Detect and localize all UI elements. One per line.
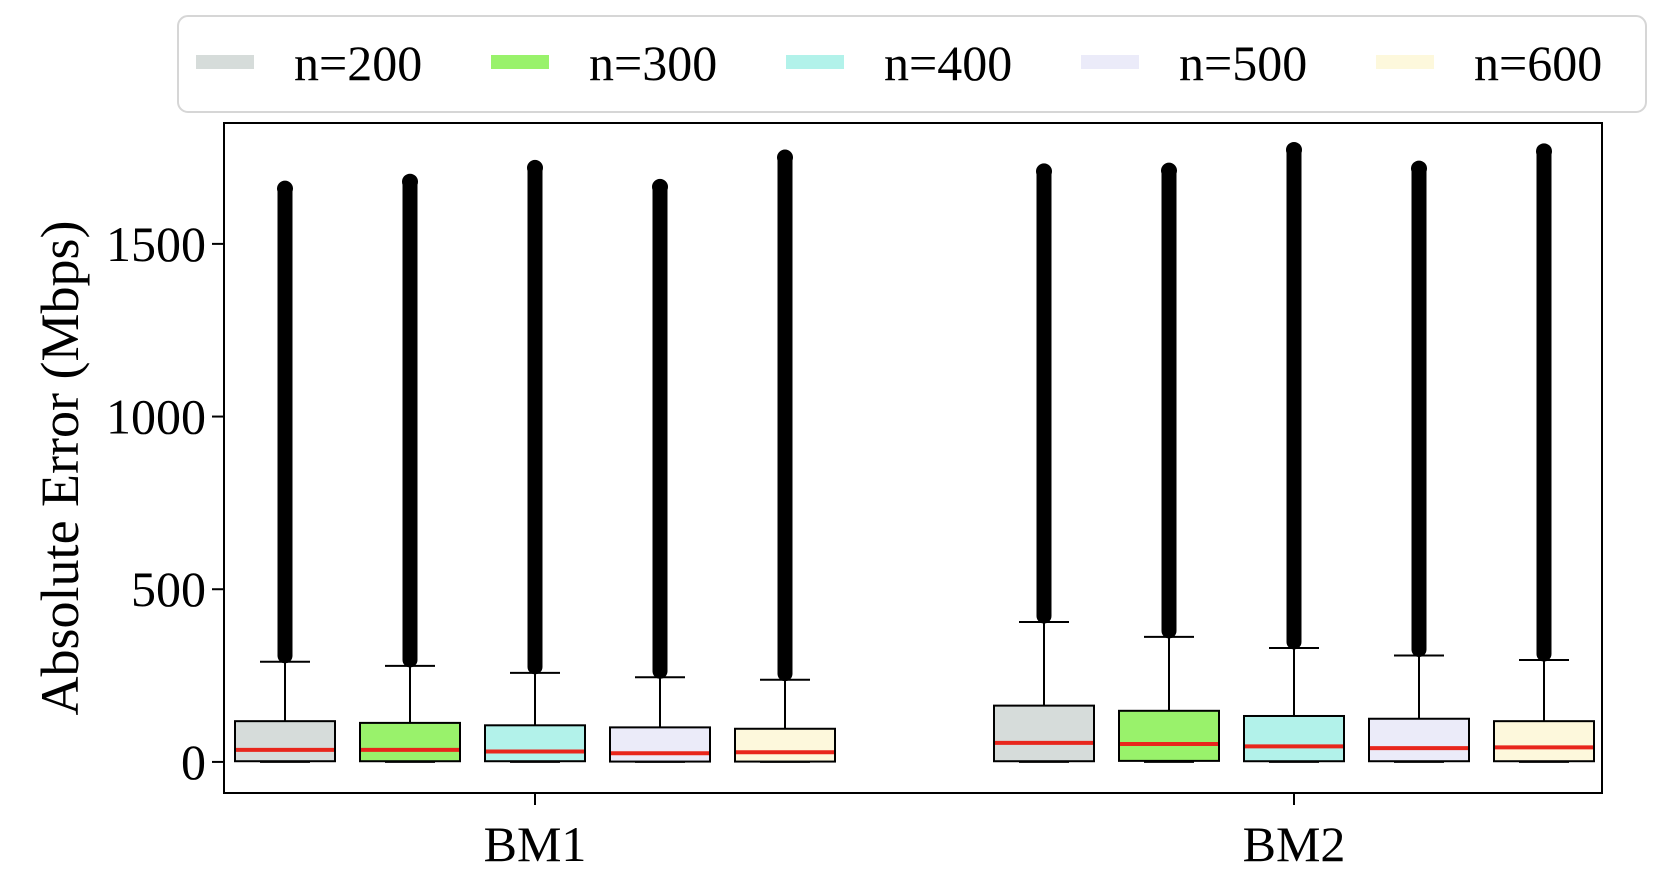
legend-label: n=600 [1474,35,1602,91]
outlier-max-point [1536,143,1552,160]
legend: n=200 n=300 n=400 n=500 n=600 [177,15,1647,113]
legend-label: n=300 [589,35,717,91]
box-n=500-BM1 [609,178,711,763]
outlier-max-point [1161,162,1177,179]
box-iqr [234,720,336,763]
box-n=300-BM2 [1118,162,1220,763]
plot-frame [223,122,1603,794]
box-n=400-BM2 [1243,141,1345,763]
box-iqr [609,726,711,763]
legend-swatch [1081,55,1139,69]
outlier-max-point [652,178,668,195]
box-iqr [1368,717,1470,763]
outlier-max-point [1286,141,1302,158]
outlier-max-point [1036,163,1052,180]
box-n=300-BM1 [359,173,461,763]
box-n=200-BM1 [234,180,336,763]
y-tick-label: 1500 [106,216,206,272]
y-tick-label: 0 [181,734,206,790]
legend-swatch [196,55,254,69]
y-tick-label: 1000 [106,389,206,445]
plot-area: 0 500 1000 1500 BM1 BM2 [106,122,1603,872]
y-axis-label: Absolute Error (Mbps) [30,221,90,716]
y-tick-label: 500 [131,561,206,617]
outlier-max-point [277,180,293,197]
legend-label: n=200 [294,35,422,91]
x-tick-label: BM1 [484,816,587,872]
box-n=400-BM1 [484,159,586,763]
box-iqr [484,724,586,763]
box-n=600-BM2 [1493,143,1595,763]
box-n=200-BM2 [993,163,1095,763]
box-iqr [359,721,461,763]
box-iqr [993,704,1095,763]
legend-label: n=500 [1179,35,1307,91]
box-iqr [1243,714,1345,763]
box-n=500-BM2 [1368,160,1470,763]
legend-swatch [786,55,844,69]
box-n=600-BM1 [734,149,836,763]
outlier-max-point [402,173,418,190]
box-iqr [1493,720,1595,763]
box-iqr [734,727,836,763]
box-iqr [1118,709,1220,762]
legend-label: n=400 [884,35,1012,91]
legend-frame [177,15,1647,113]
outlier-max-point [1411,160,1427,177]
outlier-max-point [527,159,543,176]
legend-swatch [1376,55,1434,69]
legend-swatch [491,55,549,69]
x-tick-label: BM2 [1243,816,1346,872]
outlier-max-point [777,149,793,166]
